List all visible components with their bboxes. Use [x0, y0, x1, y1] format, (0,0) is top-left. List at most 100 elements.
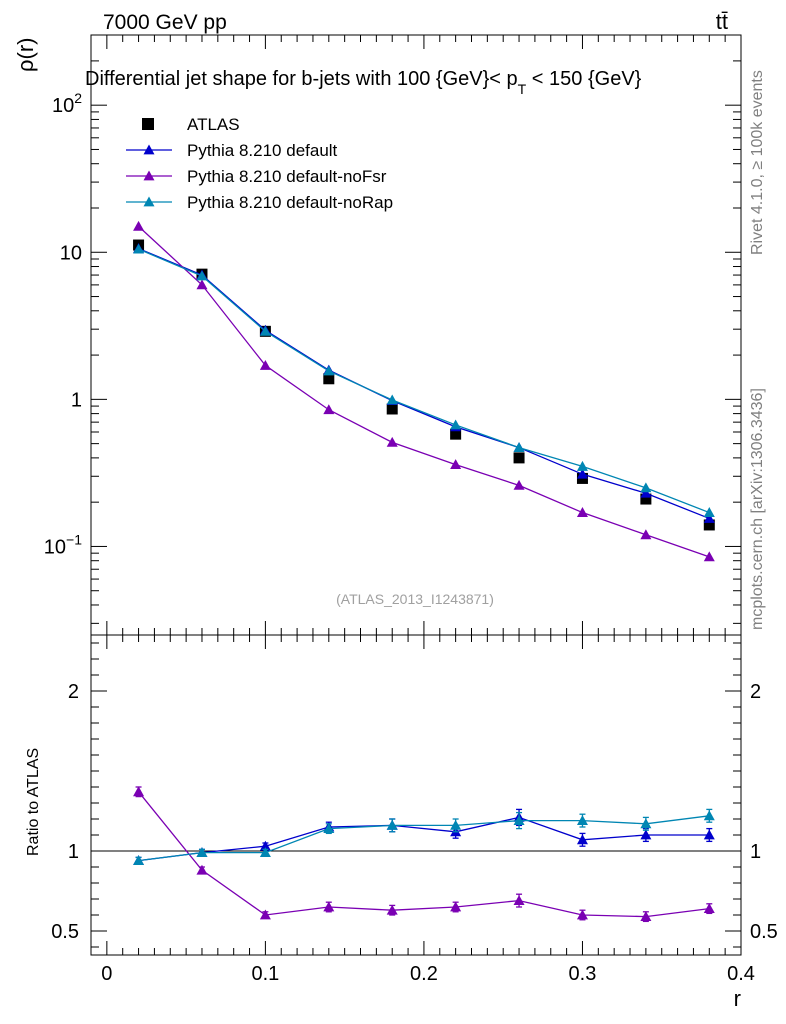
- series-point-main: [703, 507, 715, 517]
- series-point-main: [576, 507, 588, 517]
- series-point-main: [513, 442, 525, 452]
- x-axis-label: r: [734, 986, 741, 1011]
- legend-marker: [143, 170, 155, 181]
- series-point-ratio: [450, 901, 462, 912]
- series-point-ratio: [576, 834, 588, 845]
- series-point-main: [450, 419, 462, 430]
- energy-label: 7000 GeV pp: [103, 11, 227, 34]
- ratio-frame: [90, 634, 742, 956]
- axis-tick-labels: 0 0.1 0.2 0.3 0.4 102 10 1 10−1 0.5 0.5 1 1 2 2: [44, 90, 778, 985]
- x-tick-label: 0.2: [410, 963, 438, 985]
- series-line-main: [138, 247, 710, 520]
- plot-title-tail: < 150 {GeV}: [526, 68, 641, 90]
- ratio-y-tick-label-right: 2: [750, 681, 761, 703]
- plot-title: Differential jet shape for b-jets with 1…: [85, 68, 642, 97]
- y-tick-label: 10−1: [44, 531, 82, 558]
- series-point-main: [323, 365, 335, 376]
- plot-title-sub: T: [518, 81, 527, 97]
- plot-title-main: Differential jet shape for b-jets with 1…: [85, 68, 518, 90]
- legend-label: Pythia 8.210 default-noRap: [187, 193, 393, 212]
- x-tick-label: 0: [101, 963, 112, 985]
- legend-marker-atlas: [142, 118, 154, 130]
- series-point-ratio: [323, 823, 335, 833]
- y-tick-label: 102: [52, 90, 82, 117]
- atlas-data-point: [450, 428, 462, 440]
- ratio-y-tick-label-right: 0.5: [750, 921, 778, 943]
- series-point-ratio: [133, 786, 145, 797]
- ratio-y-tick-label: 1: [68, 841, 79, 863]
- series-point-main: [640, 482, 652, 493]
- x-tick-label: 0.1: [251, 963, 279, 985]
- series-point-main: [196, 279, 208, 290]
- main-series-layer: [133, 220, 715, 562]
- rivet-label: Rivet 4.1.0, ≥ 100k events: [749, 70, 766, 255]
- series-point-ratio: [259, 909, 271, 920]
- legend-marker: [143, 144, 155, 155]
- series-point-main: [640, 529, 652, 540]
- mcplots-label: mcplots.cern.ch [arXiv:1306.3436]: [749, 388, 766, 630]
- series-line-ratio: [138, 815, 710, 862]
- series-point-main: [133, 243, 145, 254]
- ratio-series-layer: [91, 786, 741, 923]
- series-point-main: [703, 512, 715, 523]
- series-point-main: [323, 404, 335, 415]
- process-label: tt̄: [716, 9, 728, 34]
- y-tick-label: 10: [60, 242, 82, 264]
- x-tick-label: 0.4: [727, 963, 755, 985]
- ratio-y-tick-label: 0.5: [51, 921, 79, 943]
- series-line-main: [138, 225, 710, 558]
- legend-marker: [143, 196, 155, 207]
- series-point-main: [576, 468, 588, 479]
- atlas-data-point: [386, 403, 398, 415]
- series-point-ratio: [196, 864, 208, 875]
- ratio-y-tick-label-right: 1: [750, 841, 761, 863]
- analysis-watermark: (ATLAS_2013_I1243871): [336, 591, 494, 607]
- atlas-data-point: [703, 519, 715, 531]
- series-point-main: [133, 220, 145, 231]
- series-point-main: [703, 551, 715, 562]
- series-point-ratio: [259, 840, 271, 851]
- atlas-data-point: [513, 452, 525, 464]
- series-point-main: [196, 270, 208, 281]
- series-point-ratio: [703, 829, 715, 840]
- y-axis-label: ρ(r): [13, 38, 38, 73]
- legend: ATLAS Pythia 8.210 default Pythia 8.210 de…: [126, 115, 393, 212]
- series-point-ratio: [576, 909, 588, 920]
- series-point-main: [386, 436, 398, 447]
- series-line-main: [138, 248, 710, 514]
- series-point-ratio: [259, 847, 271, 857]
- y-tick-label: 1: [71, 389, 82, 411]
- series-point-ratio: [640, 911, 652, 921]
- series-point-ratio: [703, 810, 715, 821]
- series-point-ratio: [576, 815, 588, 825]
- series-point-main: [259, 359, 271, 370]
- series-point-ratio: [386, 819, 398, 830]
- series-point-ratio: [196, 847, 208, 857]
- series-point-main: [386, 394, 398, 405]
- ratio-y-axis-label: Ratio to ATLAS: [25, 748, 42, 856]
- x-tick-label: 0.3: [569, 963, 597, 985]
- legend-label: Pythia 8.210 default: [187, 141, 338, 160]
- series-point-main: [259, 325, 271, 336]
- series-point-main: [450, 459, 462, 470]
- series-point-ratio: [513, 895, 525, 905]
- series-line-ratio: [138, 816, 710, 862]
- series-point-ratio: [323, 901, 335, 912]
- legend-label: Pythia 8.210 default-noFsr: [187, 167, 387, 186]
- series-point-main: [640, 487, 652, 498]
- series-point-ratio: [640, 818, 652, 829]
- series-point-ratio: [133, 855, 145, 865]
- series-point-ratio: [513, 815, 525, 825]
- series-point-main: [576, 460, 588, 471]
- atlas-data-point: [323, 373, 335, 385]
- ratio-y-tick-label: 2: [68, 681, 79, 703]
- series-point-ratio: [386, 904, 398, 915]
- legend-label: ATLAS: [187, 115, 240, 134]
- series-point-ratio: [640, 829, 652, 840]
- atlas-data-point: [640, 493, 652, 505]
- series-point-ratio: [450, 819, 462, 830]
- series-point-main: [513, 479, 525, 490]
- series-line-ratio: [138, 791, 710, 918]
- series-point-ratio: [703, 903, 715, 913]
